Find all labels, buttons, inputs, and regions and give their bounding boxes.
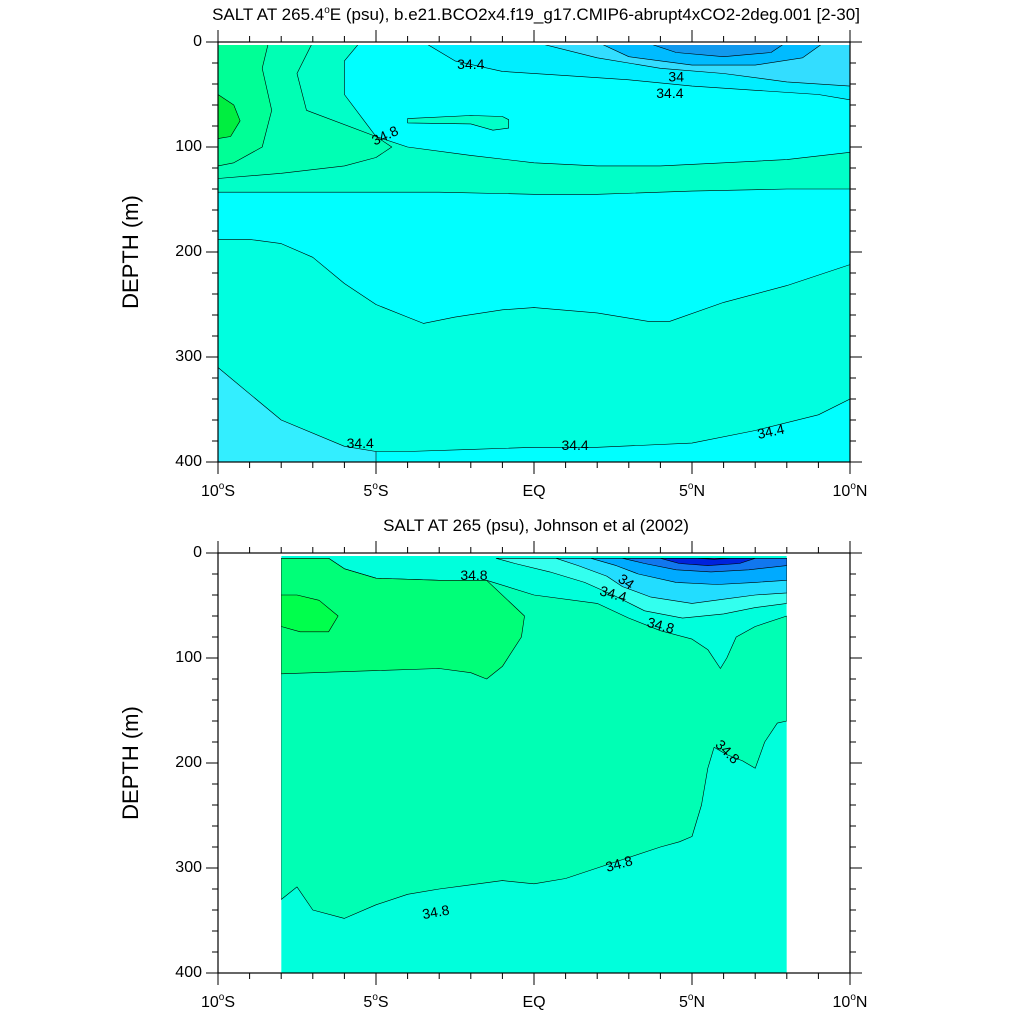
x-tick-label: 5oS [363,992,388,1011]
contour-label: 34 [668,68,684,84]
y-tick-label: 100 [175,138,202,155]
contour-label: 34.4 [756,421,786,442]
x-tick-label: 10oS [201,481,235,500]
y-tick-label: 0 [193,33,202,50]
region-surface-fresh-4 [652,45,783,58]
chart-title: SALT AT 265.4oE (psu), b.e21.BCO2x4.f19_… [212,5,860,24]
x-tick-label: EQ [522,483,545,500]
y-tick-label: 200 [175,243,202,260]
y-tick-label: 300 [175,859,202,876]
contour-label: 34.8 [604,852,635,875]
x-tick-label: 5oN [679,992,705,1011]
region-lens [407,115,510,131]
x-tick-label: 5oS [363,481,388,500]
contour-label: 34.4 [598,582,629,605]
contour-label: 34.8 [460,567,487,583]
y-tick-label: 400 [175,453,202,470]
y-tick-label: 200 [175,754,202,771]
x-tick-label: 5oN [679,481,705,500]
contour-label: 34.4 [347,435,374,451]
contour-label: 34.4 [457,56,484,72]
chart-panel-2: 34.8 3434.434.834.834.834.801002003004001… [118,516,867,1011]
region-salt-max-inner [218,94,241,139]
contour-label: 34.4 [561,437,588,453]
chart-title: SALT AT 265 (psu), Johnson et al (2002) [383,516,689,535]
region-mid-salty-band [218,239,850,452]
region-shallow-salt-max [281,557,525,680]
x-tick-label: 10oN [833,992,868,1011]
region-fresh-6 [697,557,731,560]
contour-label: 34.8 [421,902,451,923]
y-tick-label: 100 [175,649,202,666]
contour-label: 34.4 [656,85,683,101]
y-axis-label: DEPTH (m) [118,706,143,820]
y-tick-label: 0 [193,544,202,561]
x-tick-label: 10oN [833,481,868,500]
y-axis-label: DEPTH (m) [118,195,143,309]
x-tick-label: 10oS [201,992,235,1011]
region-fresh-5 [660,557,756,566]
contour-label: 34.8 [646,614,677,637]
y-tick-label: 400 [175,964,202,981]
y-tick-label: 300 [175,348,202,365]
x-tick-label: EQ [522,994,545,1011]
region-salt-max-core [281,594,339,633]
